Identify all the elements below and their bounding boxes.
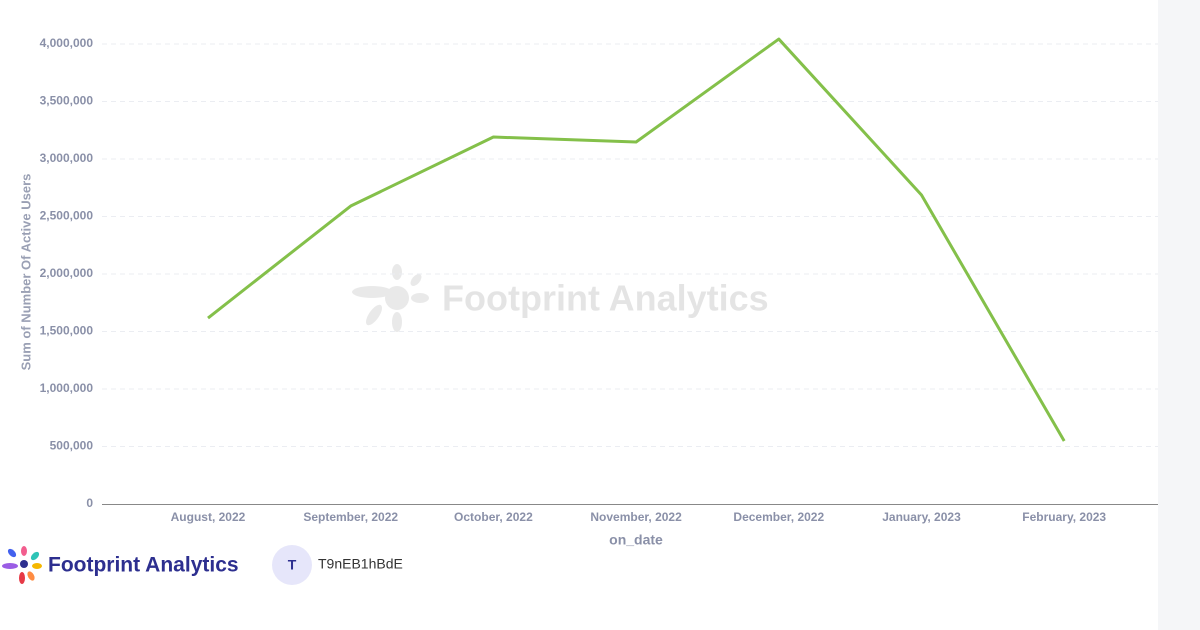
x-tick-label: August, 2022 <box>171 510 246 524</box>
brand-logo <box>2 546 42 584</box>
x-tick-label: January, 2023 <box>882 510 961 524</box>
side-strip <box>1158 0 1200 630</box>
brand-name: Footprint Analytics <box>48 554 239 577</box>
y-tick-label: 4,000,000 <box>40 36 94 50</box>
y-axis-label: Sum of Number Of Active Users <box>18 174 33 371</box>
x-tick-label: November, 2022 <box>590 510 682 524</box>
watermark-logo <box>352 264 429 332</box>
y-tick-label: 3,500,000 <box>40 94 94 108</box>
avatar-initial: T <box>288 557 297 573</box>
y-tick-label: 3,000,000 <box>40 151 94 165</box>
x-tick-label: September, 2022 <box>303 510 398 524</box>
y-tick-label: 2,500,000 <box>40 209 94 223</box>
x-tick-label: February, 2023 <box>1022 510 1106 524</box>
y-tick-label: 1,000,000 <box>40 381 94 395</box>
line-series <box>207 37 1066 442</box>
user-name: T9nEB1hBdE <box>318 556 403 572</box>
y-tick-label: 1,500,000 <box>40 324 94 338</box>
x-axis-label: on_date <box>609 532 663 548</box>
x-tick-label: October, 2022 <box>454 510 533 524</box>
x-tick-label: December, 2022 <box>733 510 824 524</box>
y-tick-label: 500,000 <box>50 439 94 453</box>
avatar <box>272 545 312 585</box>
watermark: Footprint Analytics <box>442 278 769 319</box>
y-tick-label: 2,000,000 <box>40 266 94 280</box>
y-tick-label: 0 <box>86 496 93 510</box>
